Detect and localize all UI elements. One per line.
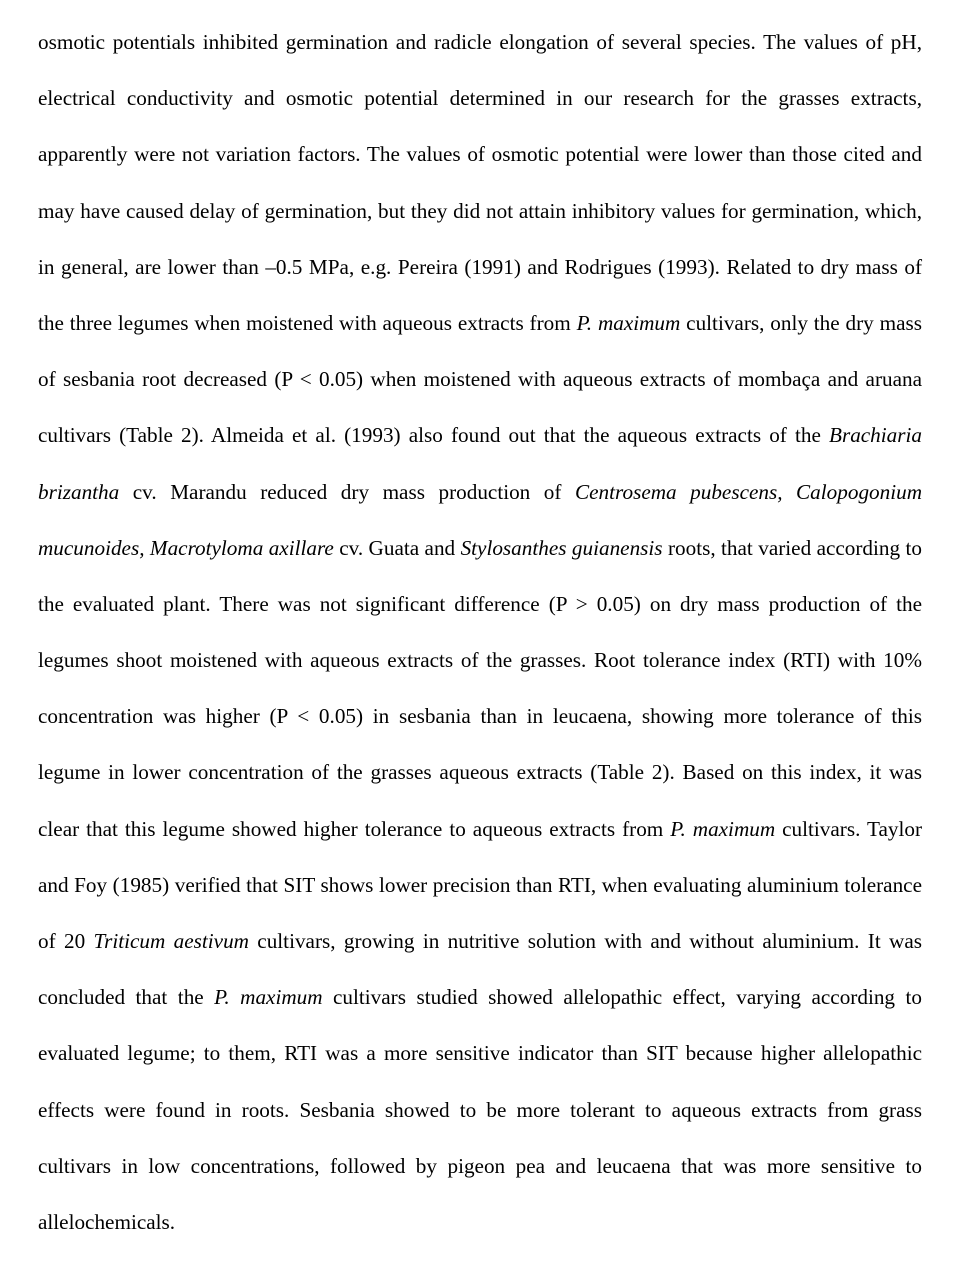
text-run: cv. Marandu reduced dry mass production …	[119, 480, 575, 504]
page: osmotic potentials inhibited germination…	[0, 0, 960, 1280]
species-name: P. maximum	[214, 985, 322, 1009]
text-run: osmotic potentials inhibited germination…	[38, 30, 922, 335]
species-name: Triticum aestivum	[94, 929, 249, 953]
species-name: Stylosanthes guianensis	[461, 536, 663, 560]
body-paragraph: osmotic potentials inhibited germination…	[38, 14, 922, 1250]
text-run: roots, that varied according to the eval…	[38, 536, 922, 841]
species-name: P. maximum	[670, 817, 775, 841]
species-name: P. maximum	[577, 311, 681, 335]
text-run: cultivars studied showed allelopathic ef…	[38, 985, 922, 1234]
text-run: cv. Guata and	[334, 536, 461, 560]
